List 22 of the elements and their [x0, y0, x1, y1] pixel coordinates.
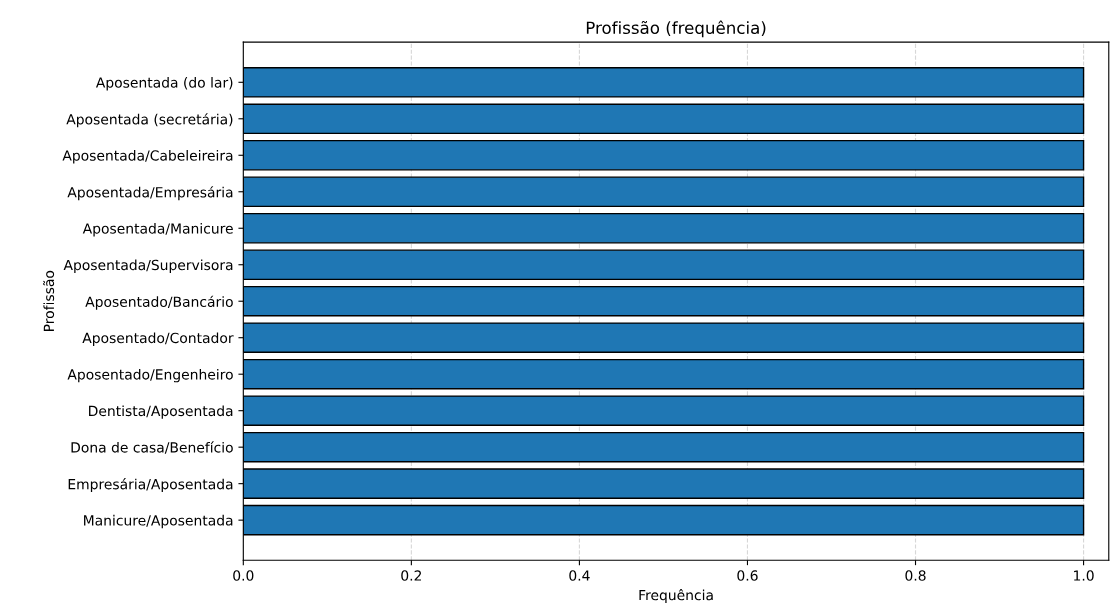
y-tick-label: Aposentada (do lar) — [95, 77, 233, 91]
x-tick-label: 1.0 — [1074, 570, 1094, 581]
x-tick-label: 0.2 — [401, 570, 422, 581]
y-tick-label: Empresária/Aposentada — [68, 478, 233, 493]
y-axis-title: Profissão — [43, 270, 55, 331]
y-tick-label: Aposentada/Empresária — [67, 186, 233, 201]
x-tick-label: 0.4 — [569, 570, 590, 581]
y-tick-label: Dentista/Aposentada — [89, 405, 233, 419]
x-tick-label: 0.8 — [905, 570, 926, 581]
chart-title: Profissão (frequência) — [586, 20, 766, 38]
y-tick-label: Aposentada/Manicure — [82, 222, 233, 237]
y-tick-label: Aposentada/Supervisora — [63, 259, 233, 273]
x-tick-label: 0.0 — [233, 570, 254, 581]
y-tick-label: Aposentado/Contador — [82, 332, 234, 346]
y-tick-label: Manicure/Aposentada — [84, 514, 233, 529]
y-tick-label: Aposentado/Bancário — [85, 295, 233, 310]
y-tick-label: Aposentada/Cabeleireira — [62, 149, 233, 164]
x-tick-label: 0.6 — [737, 570, 758, 581]
y-tick-label: Aposentada (secretária) — [66, 113, 233, 128]
x-axis-title: Frequência — [639, 589, 713, 603]
y-tick-label: Aposentado/Engenheiro — [67, 368, 233, 383]
y-tick-label: Dona de casa/Benefício — [71, 441, 233, 454]
